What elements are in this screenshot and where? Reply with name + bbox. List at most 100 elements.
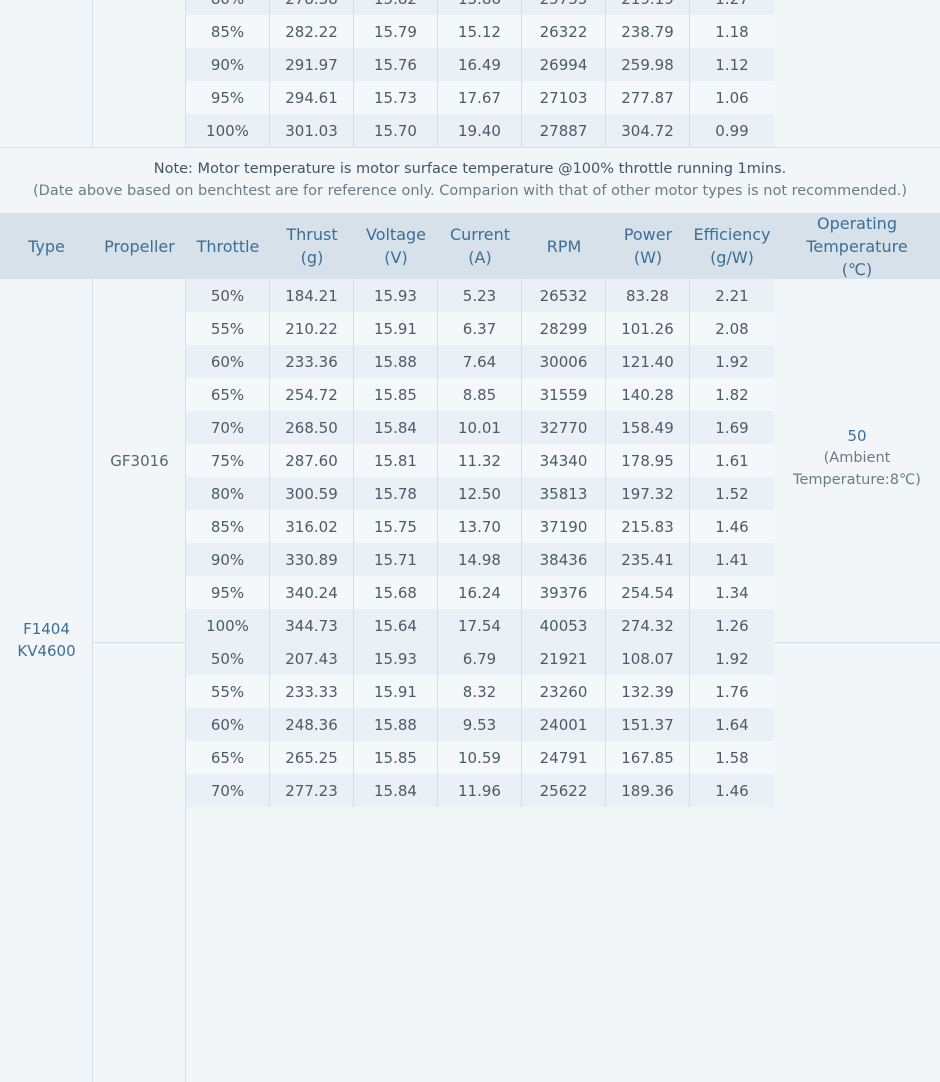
rpm-cell: 40053	[522, 609, 606, 642]
current-cell: 19.40	[438, 114, 522, 147]
rpm-cell: 26532	[522, 279, 606, 312]
efficiency-cell: 1.46	[690, 510, 774, 543]
rpm-cell: 27887	[522, 114, 606, 147]
current-cell: 5.23	[438, 279, 522, 312]
table-header	[0, 213, 940, 279]
header-throttle: Throttle	[196, 236, 260, 256]
power-cell: 197.32	[606, 477, 690, 510]
throttle-cell: 90%	[186, 48, 270, 81]
efficiency-cell: 1.92	[690, 345, 774, 378]
power-cell: 132.39	[606, 675, 690, 708]
thrust-cell: 233.33	[270, 675, 354, 708]
power-cell: 254.54	[606, 576, 690, 609]
thrust-cell: 207.43	[270, 642, 354, 675]
thrust-cell: 282.22	[270, 15, 354, 48]
throttle-cell: 55%	[186, 312, 270, 345]
throttle-cell: 100%	[186, 114, 270, 147]
current-cell: 17.67	[438, 81, 522, 114]
header-type: Type	[28, 236, 65, 256]
power-cell: 151.37	[606, 708, 690, 741]
voltage-cell: 15.93	[354, 279, 438, 312]
voltage-cell: 15.85	[354, 378, 438, 411]
rpm-cell: 24001	[522, 708, 606, 741]
rpm-cell: 35813	[522, 477, 606, 510]
thrust-cell: 268.50	[270, 411, 354, 444]
thrust-cell: 330.89	[270, 543, 354, 576]
voltage-cell: 15.68	[354, 576, 438, 609]
motor-type-cell: F1404 KV4600	[17, 619, 76, 660]
power-cell: 158.49	[606, 411, 690, 444]
efficiency-cell: 1.34	[690, 576, 774, 609]
throttle-cell: 50%	[186, 642, 270, 675]
power-cell: 167.85	[606, 741, 690, 774]
current-cell: 7.64	[438, 345, 522, 378]
power-cell: 215.83	[606, 510, 690, 543]
power-cell: 219.19	[606, 0, 690, 15]
header-rpm: RPM	[546, 236, 582, 256]
power-cell: 189.36	[606, 774, 690, 807]
current-cell: 6.79	[438, 642, 522, 675]
voltage-cell: 15.84	[354, 411, 438, 444]
current-cell: 17.54	[438, 609, 522, 642]
current-cell: 6.37	[438, 312, 522, 345]
current-cell: 13.70	[438, 510, 522, 543]
efficiency-cell: 1.18	[690, 15, 774, 48]
rpm-cell: 39376	[522, 576, 606, 609]
thrust-cell: 340.24	[270, 576, 354, 609]
power-cell: 178.95	[606, 444, 690, 477]
voltage-cell: 15.82	[354, 0, 438, 15]
efficiency-cell: 1.46	[690, 774, 774, 807]
efficiency-cell: 1.64	[690, 708, 774, 741]
efficiency-cell: 1.92	[690, 642, 774, 675]
throttle-cell: 90%	[186, 543, 270, 576]
rpm-cell: 21921	[522, 642, 606, 675]
thrust-cell: 210.22	[270, 312, 354, 345]
throttle-cell: 75%	[186, 444, 270, 477]
rpm-cell: 37190	[522, 510, 606, 543]
rpm-cell: 26994	[522, 48, 606, 81]
rpm-cell: 24791	[522, 741, 606, 774]
efficiency-cell: 1.76	[690, 675, 774, 708]
voltage-cell: 15.79	[354, 15, 438, 48]
power-cell: 101.26	[606, 312, 690, 345]
benchtest-note: Note: Motor temperature is motor surface…	[0, 158, 940, 202]
rpm-cell: 38436	[522, 543, 606, 576]
voltage-cell: 15.76	[354, 48, 438, 81]
voltage-cell: 15.91	[354, 312, 438, 345]
throttle-cell: 95%	[186, 81, 270, 114]
power-cell: 274.32	[606, 609, 690, 642]
current-cell: 11.32	[438, 444, 522, 477]
power-cell: 277.87	[606, 81, 690, 114]
voltage-cell: 15.70	[354, 114, 438, 147]
thrust-cell: 300.59	[270, 477, 354, 510]
row-divider	[0, 147, 940, 148]
thrust-cell: 344.73	[270, 609, 354, 642]
voltage-cell: 15.93	[354, 642, 438, 675]
voltage-cell: 15.71	[354, 543, 438, 576]
rpm-cell: 31559	[522, 378, 606, 411]
current-cell: 8.32	[438, 675, 522, 708]
power-cell: 108.07	[606, 642, 690, 675]
rpm-cell: 28299	[522, 312, 606, 345]
efficiency-cell: 1.06	[690, 81, 774, 114]
thrust-cell: 301.03	[270, 114, 354, 147]
voltage-cell: 15.75	[354, 510, 438, 543]
current-cell: 11.96	[438, 774, 522, 807]
voltage-cell: 15.88	[354, 708, 438, 741]
rpm-cell: 27103	[522, 81, 606, 114]
efficiency-cell: 2.21	[690, 279, 774, 312]
thrust-cell: 184.21	[270, 279, 354, 312]
current-cell: 10.59	[438, 741, 522, 774]
efficiency-cell: 1.12	[690, 48, 774, 81]
current-cell: 12.50	[438, 477, 522, 510]
power-cell: 238.79	[606, 15, 690, 48]
current-cell: 13.86	[438, 0, 522, 15]
voltage-cell: 15.64	[354, 609, 438, 642]
efficiency-cell: 0.99	[690, 114, 774, 147]
throttle-cell: 80%	[186, 0, 270, 15]
current-cell: 15.12	[438, 15, 522, 48]
column-divider	[185, 279, 186, 1082]
column-divider	[185, 0, 186, 147]
power-cell: 235.41	[606, 543, 690, 576]
rpm-cell: 30006	[522, 345, 606, 378]
